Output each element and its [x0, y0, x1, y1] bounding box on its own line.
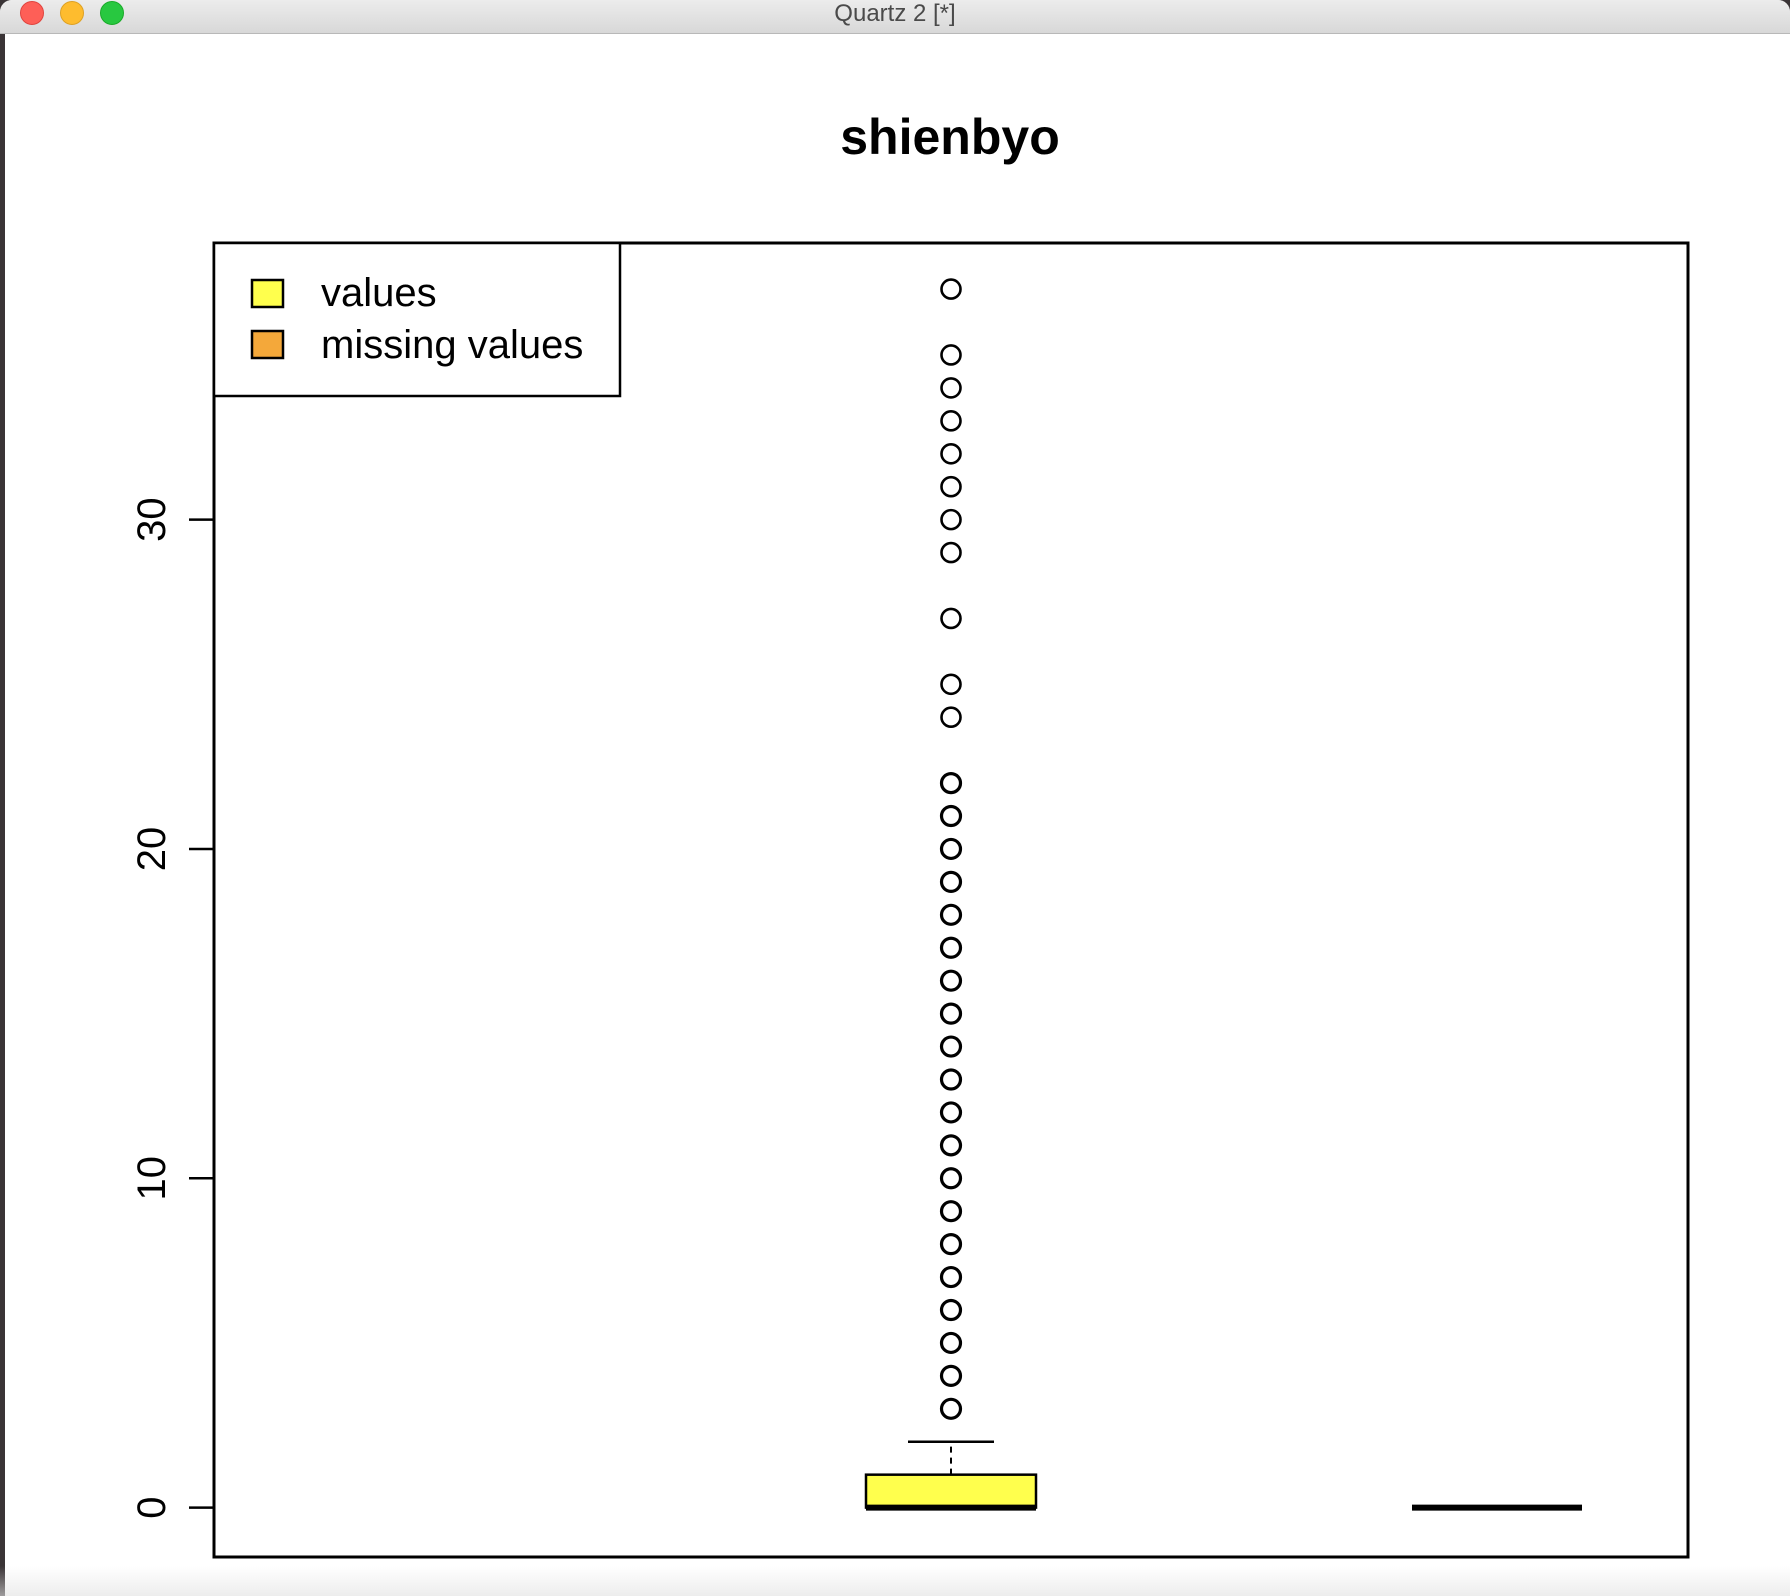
y-tick-label: 10: [130, 1156, 174, 1201]
y-tick-label: 0: [130, 1496, 174, 1518]
box-values: [864, 278, 1038, 1511]
outlier-point: [939, 1002, 963, 1025]
outlier-point: [939, 1364, 963, 1387]
legend: values missing values: [212, 241, 622, 398]
zoom-button[interactable]: [100, 1, 124, 25]
legend-label-values: values: [321, 271, 437, 315]
outlier-point: [940, 673, 962, 696]
outlier-point: [940, 410, 962, 432]
title-bar[interactable]: Quartz 2 [*]: [0, 0, 1790, 34]
outlier-point: [939, 1397, 963, 1420]
outlier-point: [939, 1134, 963, 1157]
y-tick-label: 20: [130, 827, 174, 872]
outlier-point: [939, 1200, 963, 1223]
outlier-point: [939, 1265, 963, 1289]
window-edge: [0, 34, 5, 1596]
window-shadow: [0, 1566, 1790, 1596]
outlier-point: [939, 804, 963, 828]
outlier-point: [939, 1233, 963, 1256]
minimize-button[interactable]: [60, 1, 84, 25]
legend-label-missing-values: missing values: [321, 323, 583, 367]
outlier-point: [939, 1331, 963, 1355]
outlier-point: [939, 837, 963, 861]
chart-title: shienbyo: [840, 109, 1059, 165]
outlier-point: [940, 475, 962, 498]
legend-frame: [212, 241, 622, 398]
legend-swatch-values: [250, 278, 285, 309]
outlier-point: [940, 377, 962, 399]
y-axis: 0 10 20 30: [130, 497, 216, 1519]
outlier-point: [940, 344, 962, 366]
legend-swatch-missing-values: [250, 329, 285, 360]
outlier-point: [940, 442, 962, 465]
outlier-point: [939, 870, 963, 893]
outlier-point: [940, 278, 962, 300]
outlier-point: [940, 508, 962, 531]
box-body: [864, 1473, 1038, 1509]
plot-frame: [212, 241, 1690, 1559]
outlier-point: [940, 607, 962, 630]
outlier-point: [940, 706, 962, 729]
outlier-point: [940, 541, 962, 564]
outlier-point: [939, 1068, 963, 1091]
outlier-point: [939, 1167, 963, 1190]
y-tick-label: 30: [130, 497, 174, 542]
window-title: Quartz 2 [*]: [834, 0, 956, 27]
boxes-layer: [864, 278, 1582, 1511]
close-button[interactable]: [20, 1, 44, 25]
outlier-point: [939, 1101, 963, 1124]
outlier-point: [939, 903, 963, 926]
outlier-point: [939, 1035, 963, 1058]
plot-canvas: shienbyo 0 10 20 30 values missing values: [0, 34, 1790, 1596]
outlier-point: [939, 936, 963, 959]
boxplot-chart: shienbyo 0 10 20 30 values missing values: [130, 109, 1690, 1559]
outlier-point: [939, 969, 963, 992]
outlier-point: [939, 771, 963, 795]
outlier-point: [939, 1298, 963, 1322]
